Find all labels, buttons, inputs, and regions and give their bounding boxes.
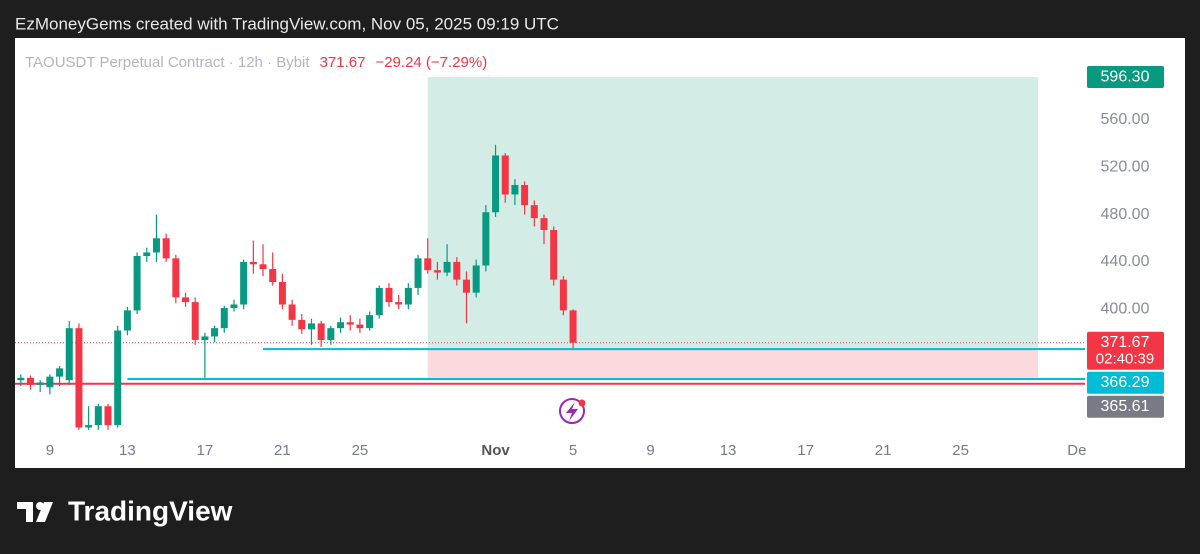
candle-body [550,229,558,280]
candle-body [17,377,25,381]
candle-body [385,287,393,303]
price-label: 366.29 [1101,374,1150,391]
x-tick-label: De [1067,442,1086,459]
candle-body [530,205,538,219]
price-label-box [1087,371,1164,394]
candle-body [230,304,238,309]
x-tick-label: 9 [46,442,54,459]
candle-body [559,279,567,311]
x-tick-label: 9 [646,442,654,459]
candle-body [346,322,354,325]
watermark-icon [559,398,586,424]
candle-body [298,319,306,330]
brand-logo [17,502,53,522]
x-tick-label: 13 [119,442,136,459]
candle-body [75,328,83,428]
candle-body [46,376,54,388]
candle-body [443,261,451,273]
candle-body [201,336,209,340]
x-tick-label: Nov [481,442,510,459]
candle-body [521,185,529,206]
y-tick-label: 440.00 [1101,253,1150,270]
candle-body [278,282,286,305]
candle-body [191,302,199,340]
candle-body [94,406,102,426]
y-tick-label: 480.00 [1101,206,1150,223]
y-tick-label: 520.00 [1101,159,1150,176]
last-price: 371.67 [320,54,366,71]
candle-body [56,368,64,377]
candle-body [172,258,180,298]
symbol-label: TAOUSDT Perpetual Contract · 12h · Bybit [25,54,310,71]
candle-body [182,297,190,303]
candle-body [462,279,470,293]
x-tick-label: 13 [720,442,737,459]
price-label-box [1087,331,1164,370]
candle-body [453,261,461,280]
price-label-box [1087,395,1164,418]
price-label: 371.67 [1101,334,1150,351]
candle-body [540,218,548,230]
profit-zone [427,77,1039,350]
x-tick-label: 25 [952,442,969,459]
candle-body [36,382,44,385]
candle-body [433,270,441,273]
candle-body [337,322,345,329]
candle-body [366,315,374,329]
candle-body [143,252,151,256]
price-label: 365.61 [1101,398,1150,415]
y-tick-label: 400.00 [1101,300,1150,317]
price-label: 596.30 [1101,68,1150,85]
candle-body [288,304,296,320]
candle-body [211,328,219,337]
plot: 9 13 17 21 25 Nov 5 9 13 17 21 25 De 400.00 440.00 480.… [15,54,1164,459]
candle-body [492,155,500,213]
candle-body [472,265,480,293]
x-tick-label: 21 [274,442,291,459]
price-countdown: 02:40:39 [1096,351,1154,368]
candle-body [65,328,73,381]
x-tick-label: 17 [797,442,814,459]
candle-body [123,310,131,331]
x-tick-label: 21 [875,442,892,459]
candle-body [327,328,335,340]
candle-body [511,185,519,195]
candle-body [85,425,93,428]
candle-body [249,261,257,265]
candle-body [569,310,577,343]
x-tick-label: 25 [352,442,369,459]
x-tick-label: 5 [569,442,577,459]
candle-body [133,255,141,311]
candle-body [104,406,112,426]
candle-body [307,323,315,330]
candle-body [501,155,509,195]
candle-body [269,269,277,283]
candle-body [375,287,383,316]
candle-body [317,323,325,340]
candle-body [414,258,422,288]
x-tick-label: 17 [197,442,214,459]
price-change: −29.24 (−7.29%) [375,54,487,71]
candle-body [404,287,412,305]
candle-body [240,261,248,305]
candle-body [162,238,170,259]
attribution: EzMoneyGems created with TradingView.com… [15,14,559,33]
loss-zone [427,349,1039,380]
brand-name: TradingView [68,495,233,526]
candle-body [395,302,403,305]
candle-body [482,212,490,266]
candle-body [220,308,228,329]
candle-body [152,238,160,253]
price-label-box [1087,66,1164,89]
candle-body [424,258,432,271]
y-tick-label: 560.00 [1101,111,1150,128]
candle-body [259,264,267,270]
candle-body [114,330,122,426]
candle-body [27,377,35,385]
candle-body [356,324,364,329]
